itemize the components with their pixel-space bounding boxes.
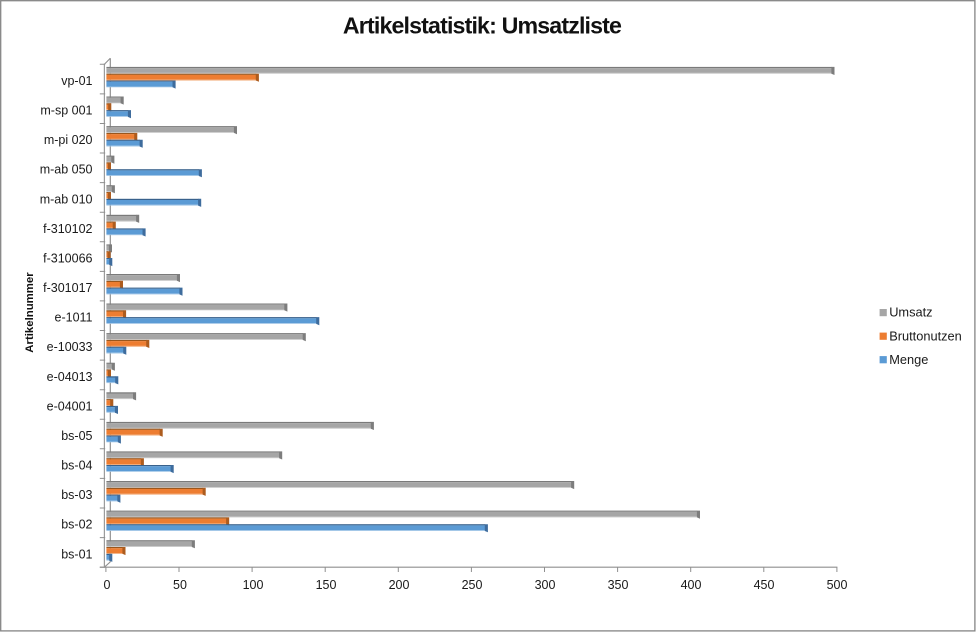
svg-text:f-310066: f-310066	[43, 252, 92, 266]
svg-text:m-ab 010: m-ab 010	[40, 192, 93, 206]
svg-text:bs-04: bs-04	[61, 459, 92, 473]
svg-text:bs-02: bs-02	[61, 518, 92, 532]
svg-text:f-310102: f-310102	[43, 222, 92, 236]
svg-text:0: 0	[104, 578, 111, 592]
svg-text:f-301017: f-301017	[43, 281, 92, 295]
svg-text:bs-03: bs-03	[61, 488, 92, 502]
svg-text:50: 50	[173, 578, 187, 592]
svg-text:Bruttonutzen: Bruttonutzen	[889, 328, 962, 343]
svg-text:e-04013: e-04013	[47, 370, 93, 384]
svg-text:vp-01: vp-01	[61, 74, 92, 88]
svg-text:100: 100	[243, 578, 264, 592]
svg-text:bs-05: bs-05	[61, 429, 92, 443]
svg-text:Menge: Menge	[889, 352, 928, 367]
svg-text:bs-01: bs-01	[61, 547, 92, 561]
svg-text:500: 500	[827, 578, 848, 592]
svg-text:200: 200	[389, 578, 410, 592]
svg-text:300: 300	[535, 578, 556, 592]
svg-text:m-sp 001: m-sp 001	[40, 104, 92, 118]
svg-text:150: 150	[316, 578, 337, 592]
svg-text:350: 350	[608, 578, 629, 592]
svg-text:m-ab 050: m-ab 050	[40, 163, 93, 177]
svg-text:250: 250	[462, 578, 483, 592]
svg-text:Artikelstatistik: Umsatzliste: Artikelstatistik: Umsatzliste	[343, 12, 622, 38]
svg-text:e-1011: e-1011	[55, 311, 93, 325]
svg-text:e-04001: e-04001	[47, 399, 93, 413]
svg-text:m-pi 020: m-pi 020	[44, 133, 93, 147]
svg-text:e-10033: e-10033	[47, 340, 93, 354]
svg-text:400: 400	[681, 578, 702, 592]
svg-text:450: 450	[754, 578, 775, 592]
svg-text:Umsatz: Umsatz	[889, 305, 932, 320]
svg-text:Artikelnummer: Artikelnummer	[24, 272, 36, 353]
